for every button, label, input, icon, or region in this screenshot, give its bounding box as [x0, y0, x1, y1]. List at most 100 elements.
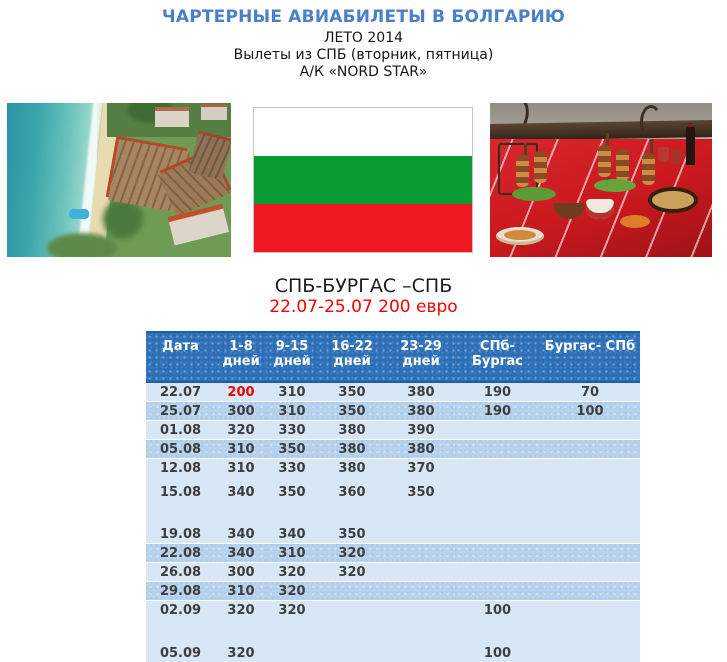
price-cell: 380	[317, 439, 387, 459]
price-cell: 370	[387, 458, 455, 483]
date-cell: 02.09	[146, 600, 215, 620]
table-row: 26.08 300 320 320	[146, 562, 640, 582]
kebab	[534, 151, 547, 183]
price-cell	[455, 543, 540, 563]
date-cell: 22.07	[146, 382, 215, 402]
flag-stripe-white	[254, 108, 472, 156]
trees	[47, 233, 117, 257]
price-cell	[387, 543, 455, 563]
plate	[496, 227, 544, 245]
price-cell: 70	[540, 382, 640, 402]
resort-aerial-photo	[7, 103, 231, 257]
price-cell	[455, 562, 540, 582]
price-cell: 310	[215, 458, 267, 483]
table-row: 05.08 310 350 380 380	[146, 439, 640, 459]
table-row: 22.08 340 310 320	[146, 543, 640, 563]
kebab	[616, 149, 629, 181]
empty-cell	[146, 619, 640, 644]
clay-bowl	[554, 203, 584, 219]
salad-garnish	[594, 179, 636, 192]
price-cell	[540, 439, 640, 459]
price-cell	[267, 643, 317, 662]
price-cell: 190	[455, 401, 540, 421]
painted-pot	[586, 199, 614, 219]
price-cell	[540, 581, 640, 601]
price-table: Дата 1-8 дней 9-15 дней 16-22 дней 23-29 дне…	[146, 331, 640, 662]
table-row: 15.08 340 350 360 350	[146, 482, 640, 507]
date-cell: 26.08	[146, 562, 215, 582]
price-cell: 310	[215, 439, 267, 459]
page-title: ЧАРТЕРНЫЕ АВИАБИЛЕТЫ В БОЛГАРИЮ	[161, 7, 566, 27]
price-cell	[387, 581, 455, 601]
empty-cell	[146, 506, 640, 525]
price-cell: 350	[267, 439, 317, 459]
promo-price: 22.07-25.07 200 евро	[269, 297, 458, 317]
table-row: 25.07 300 310 350 380 190 100	[146, 401, 640, 421]
food-photo	[490, 103, 712, 257]
date-cell: 01.08	[146, 420, 215, 440]
column-header-23-29: 23-29 дней	[387, 331, 455, 383]
table-row: 29.08 310 320	[146, 581, 640, 601]
column-header-16-22: 16-22 дней	[317, 331, 387, 383]
small-house	[201, 107, 227, 120]
flag-stripe-red	[254, 204, 472, 252]
price-cell	[540, 458, 640, 483]
table-row: 19.08 340 340 350	[146, 524, 640, 544]
small-house	[155, 111, 189, 127]
dish	[620, 215, 650, 228]
table-row: 02.09 320 320 100	[146, 600, 640, 620]
price-cell: 350	[267, 482, 317, 507]
iron-hook	[640, 105, 662, 139]
price-cell	[387, 562, 455, 582]
price-cell: 320	[215, 643, 267, 662]
price-cell	[455, 439, 540, 459]
wine-bottle	[686, 127, 695, 165]
price-cell: 320	[317, 562, 387, 582]
price-cell	[387, 524, 455, 544]
date-cell: 05.09	[146, 643, 215, 662]
price-cell: 330	[267, 420, 317, 440]
price-cell: 320	[267, 581, 317, 601]
price-cell	[455, 524, 540, 544]
column-header-burgas-spb: Бургас- СПб	[540, 331, 640, 383]
price-cell: 320	[215, 600, 267, 620]
price-cell	[317, 581, 387, 601]
column-header-9-15: 9-15 дней	[267, 331, 317, 383]
kebab	[598, 145, 611, 177]
trees	[103, 199, 143, 239]
table-spacer-row	[146, 619, 640, 644]
price-cell: 380	[317, 420, 387, 440]
price-cell: 330	[267, 458, 317, 483]
subtitle-season: ЛЕТО 2014	[323, 30, 404, 46]
kebab	[642, 153, 655, 185]
price-cell: 320	[215, 420, 267, 440]
date-cell: 05.08	[146, 439, 215, 459]
price-cell	[455, 420, 540, 440]
price-cell	[387, 643, 455, 662]
subtitle-departures: Вылеты из СПБ (вторник, пятница)	[233, 47, 494, 63]
price-cell: 350	[317, 401, 387, 421]
price-cell: 100	[455, 643, 540, 662]
date-cell: 25.07	[146, 401, 215, 421]
price-cell: 320	[267, 600, 317, 620]
salad-garnish	[512, 187, 556, 201]
price-cell	[387, 600, 455, 620]
price-cell: 350	[317, 524, 387, 544]
serving-pan	[648, 187, 698, 213]
route-heading: СПБ-БУРГАС –СПБ	[274, 275, 453, 297]
table-row: 22.07 200 310 350 380 190 70	[146, 382, 640, 402]
date-cell: 29.08	[146, 581, 215, 601]
price-cell	[540, 524, 640, 544]
price-cell: 310	[267, 401, 317, 421]
header-block: ЧАРТЕРНЫЕ АВИАБИЛЕТЫ В БОЛГАРИЮ ЛЕТО 201…	[0, 0, 727, 81]
price-cell: 380	[387, 439, 455, 459]
date-cell: 12.08	[146, 458, 215, 483]
price-cell	[540, 482, 640, 507]
price-cell	[540, 643, 640, 662]
price-cell: 340	[215, 482, 267, 507]
kebab	[516, 155, 529, 187]
price-cell: 350	[317, 382, 387, 402]
price-cell: 320	[267, 562, 317, 582]
price-cell: 100	[540, 401, 640, 421]
